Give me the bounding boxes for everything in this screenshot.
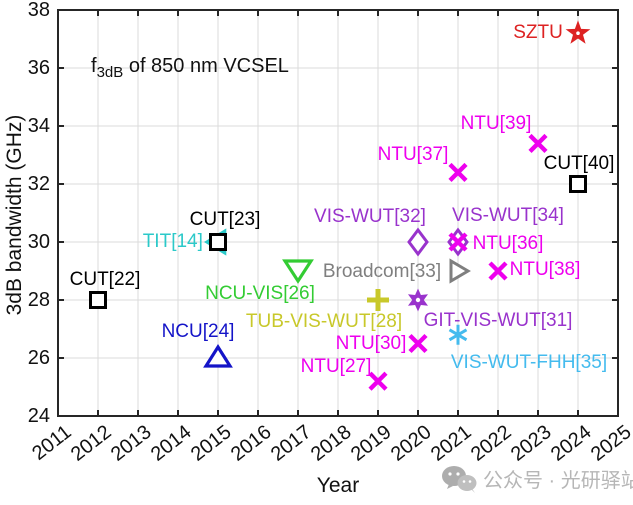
point-label-CUT[23]: CUT[23] (189, 209, 261, 230)
marker-NCU[24] (203, 344, 233, 368)
marker-Broadcom[33] (449, 258, 471, 284)
data-markers (89, 20, 591, 391)
point-label-NCU[24]: NCU[24] (161, 321, 235, 342)
point-label-VIS-WUT[32]: VIS-WUT[32] (314, 206, 426, 227)
point-label-SZTU: SZTU (513, 22, 563, 44)
marker-NTU[39] (528, 133, 548, 153)
chart-title: f3dB of 850 nm VCSEL (91, 55, 289, 81)
marker-NTU[27] (368, 371, 388, 391)
marker-NTU[37] (448, 162, 468, 182)
point-label-VIS-WUT[34]: VIS-WUT[34] (452, 205, 564, 226)
marker-VIS-WUT[32] (407, 227, 429, 257)
point-label-TIT[14]: TIT[14] (142, 231, 203, 252)
y-axis-label: 3dB bandwidth (GHz) (3, 114, 26, 316)
title-subscript: 3dB (96, 64, 124, 81)
point-label-NTU[27]: NTU[27] (300, 356, 372, 378)
x-axis-label: Year (316, 474, 360, 497)
title-prefix: f (91, 55, 97, 77)
y-tick-label-26: 26 (27, 347, 50, 369)
point-label-NTU[30]: NTU[30] (335, 332, 407, 354)
marker-NTU[30] (408, 333, 428, 354)
point-label-NCU-VIS[26]: NCU-VIS[26] (205, 283, 315, 304)
marker-CUT[23] (209, 233, 227, 251)
point-label-NTU[38]: NTU[38] (509, 259, 581, 280)
marker-NTU[36] (448, 232, 468, 252)
marker-TUB-VIS-WUT[28] (367, 289, 389, 311)
marker-NCU-VIS[26] (282, 259, 314, 284)
y-tick-label-24: 24 (27, 405, 50, 427)
y-tick-label-34: 34 (27, 115, 50, 137)
watermark: 公众号 · 光研驿站 (441, 464, 633, 493)
y-tick-label-32: 32 (27, 173, 50, 195)
point-label-NTU[36]: NTU[36] (472, 233, 544, 254)
point-label-NTU[39]: NTU[39] (460, 113, 532, 135)
y-tick-label-28: 28 (27, 289, 50, 311)
y-tick-label-36: 36 (27, 57, 50, 79)
grid (58, 10, 618, 416)
point-label-Broadcom[33]: Broadcom[33] (322, 261, 442, 282)
marker-CUT[40] (569, 175, 587, 193)
point-label-NTU[37]: NTU[37] (377, 144, 449, 166)
point-label-CUT[22]: CUT[22] (69, 269, 141, 290)
title-suffix: of 850 nm VCSEL (123, 55, 289, 77)
point-label-CUT[40]: CUT[40] (543, 153, 615, 174)
marker-NTU[38] (488, 261, 508, 281)
marker-GIT-VIS-WUT[31] (408, 288, 428, 312)
axis-ticks (57, 9, 619, 417)
y-tick-label-30: 30 (27, 231, 50, 253)
marker-VIS-WUT-FHH[35] (448, 324, 468, 345)
point-label-TUB-VIS-WUT[28]: TUB-VIS-WUT[28] (245, 311, 403, 332)
marker-SZTU (565, 20, 591, 44)
watermark-text: 公众号 · 光研驿站 (483, 470, 633, 492)
point-label-VIS-WUT-FHH[35]: VIS-WUT-FHH[35] (450, 351, 608, 373)
marker-CUT[22] (89, 291, 107, 309)
wechat-icon (442, 465, 477, 493)
y-tick-label-38: 38 (27, 0, 50, 21)
point-label-GIT-VIS-WUT[31]: GIT-VIS-WUT[31] (423, 310, 573, 331)
